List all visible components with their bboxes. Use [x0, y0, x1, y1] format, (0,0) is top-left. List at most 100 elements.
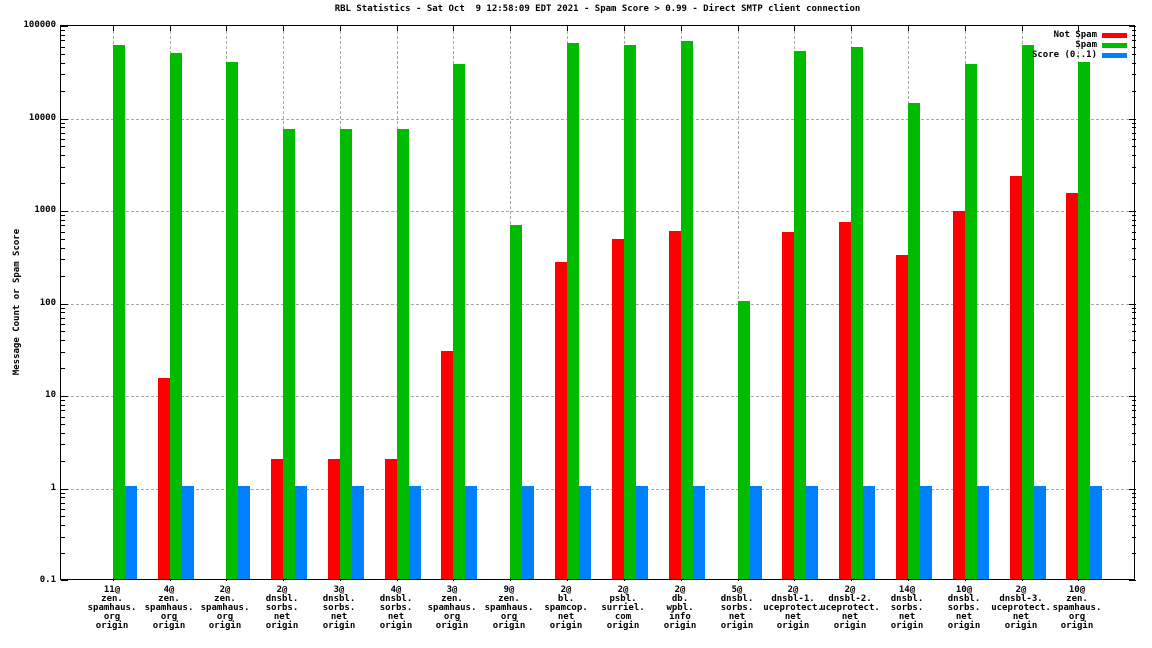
y-minor-tick [1132, 232, 1136, 233]
y-minor-tick [1132, 352, 1136, 353]
y-minor-tick [61, 368, 65, 369]
y-minor-tick [61, 127, 65, 128]
x-tick-label: 2@ bl. spamcop. net origin [544, 585, 588, 631]
y-minor-tick [61, 248, 65, 249]
gridline-h [61, 489, 1134, 490]
y-major-tick [1129, 26, 1136, 27]
y-major-tick [1129, 580, 1136, 581]
y-minor-tick [1132, 259, 1136, 260]
y-minor-tick [1132, 30, 1136, 31]
y-minor-tick [61, 503, 65, 504]
y-minor-tick [1132, 493, 1136, 494]
y-minor-tick [1132, 54, 1136, 55]
y-minor-tick [1132, 308, 1136, 309]
y-minor-tick [61, 225, 65, 226]
y-minor-tick [61, 525, 65, 526]
y-minor-tick [61, 74, 65, 75]
x-tick-top [170, 26, 171, 31]
bar-spam [1078, 62, 1090, 579]
bar-spam [851, 47, 863, 579]
bar-spam [908, 103, 920, 579]
y-minor-tick [61, 444, 65, 445]
y-tick-label: 100000 [23, 20, 56, 30]
x-tick-top [624, 26, 625, 31]
y-minor-tick [61, 123, 65, 124]
y-minor-tick [1132, 400, 1136, 401]
x-tick-label: 2@ dnsbl-3. uceprotect. net origin [991, 585, 1051, 631]
y-minor-tick [1132, 525, 1136, 526]
y-minor-tick [61, 493, 65, 494]
bar-not-spam [1066, 193, 1078, 579]
bar-spam [681, 41, 693, 579]
y-major-tick [61, 304, 68, 305]
y-minor-tick [61, 410, 65, 411]
y-minor-tick [61, 405, 65, 406]
bar-spam [113, 45, 125, 579]
y-minor-tick [1132, 410, 1136, 411]
x-tick-label: 14@ dnsbl. sorbs. net origin [890, 585, 924, 631]
y-minor-tick [61, 553, 65, 554]
y-minor-tick [61, 331, 65, 332]
bar-not-spam [385, 459, 397, 579]
y-minor-tick [1132, 123, 1136, 124]
legend-swatch-spam [1102, 42, 1127, 48]
x-tick-label: 4@ zen. spamhaus. org origin [144, 585, 194, 631]
y-tick-label: 100 [39, 298, 56, 308]
y-minor-tick [61, 63, 65, 64]
y-minor-tick [61, 324, 65, 325]
y-major-tick [61, 26, 68, 27]
x-tick-label: 3@ zen. spamhaus. org origin [427, 585, 477, 631]
y-minor-tick [61, 167, 65, 168]
y-major-tick [61, 211, 68, 212]
y-minor-tick [61, 47, 65, 48]
y-minor-tick [61, 497, 65, 498]
y-minor-tick [1132, 167, 1136, 168]
bar-spam [624, 45, 636, 579]
y-minor-tick [61, 183, 65, 184]
bar-score [977, 486, 989, 579]
y-minor-tick [61, 424, 65, 425]
y-minor-tick [1132, 40, 1136, 41]
y-minor-tick [61, 146, 65, 147]
y-minor-tick [61, 215, 65, 216]
legend-label-not-spam: Not Spam [1053, 30, 1097, 40]
y-minor-tick [1132, 553, 1136, 554]
y-minor-tick [1132, 74, 1136, 75]
y-minor-tick [1132, 127, 1136, 128]
y-minor-tick [1132, 503, 1136, 504]
y-minor-tick [61, 54, 65, 55]
x-tick-top [908, 26, 909, 31]
y-minor-tick [1132, 215, 1136, 216]
y-minor-tick [61, 30, 65, 31]
y-tick-label: 10 [45, 390, 56, 400]
y-minor-tick [61, 35, 65, 36]
y-major-tick [61, 119, 68, 120]
x-tick-label: 2@ zen. spamhaus. org origin [200, 585, 250, 631]
y-minor-tick [1132, 155, 1136, 156]
y-minor-tick [61, 220, 65, 221]
y-minor-tick [61, 91, 65, 92]
bar-score [693, 486, 705, 579]
y-minor-tick [1132, 248, 1136, 249]
bar-spam [397, 129, 409, 579]
gridline-h [61, 396, 1134, 397]
bar-score [806, 486, 818, 579]
bar-spam [738, 301, 750, 579]
bar-score [352, 486, 364, 579]
y-minor-tick [1132, 146, 1136, 147]
y-minor-tick [61, 312, 65, 313]
y-major-tick [1129, 304, 1136, 305]
bar-spam [283, 129, 295, 579]
x-tick-top [113, 26, 114, 31]
y-minor-tick [61, 133, 65, 134]
x-tick-top [340, 26, 341, 31]
bar-spam [453, 64, 465, 579]
bar-score [863, 486, 875, 579]
y-minor-tick [1132, 139, 1136, 140]
y-minor-tick [1132, 417, 1136, 418]
y-tick-label: 0.1 [39, 575, 56, 585]
legend-row-score: Score (0..1) [1032, 50, 1127, 60]
y-minor-tick [61, 400, 65, 401]
y-minor-tick [61, 232, 65, 233]
bar-not-spam [669, 231, 681, 579]
